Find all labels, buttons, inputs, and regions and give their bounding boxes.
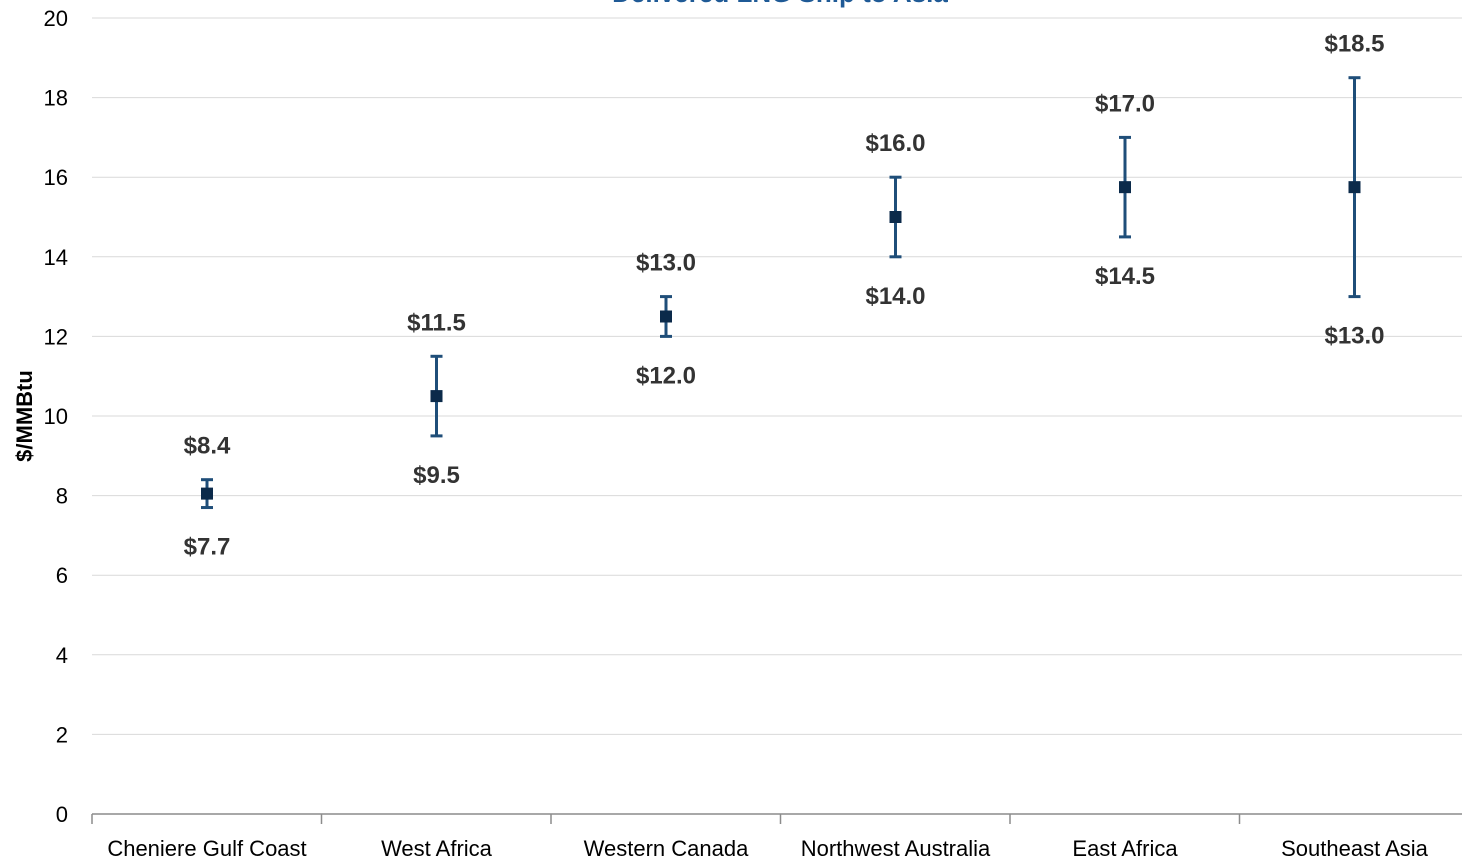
y-tick-label-12: 12: [44, 324, 68, 349]
x-category-label-0: Cheniere Gulf Coast: [107, 836, 306, 861]
y-tick-label-0: 0: [56, 802, 68, 827]
y-tick-label-14: 14: [44, 245, 68, 270]
y-tick-label-20: 20: [44, 6, 68, 31]
y-tick-label-18: 18: [44, 86, 68, 111]
y-tick-label-16: 16: [44, 165, 68, 190]
data-marker-2: [660, 310, 672, 323]
high-value-label-1: $11.5: [407, 309, 466, 336]
high-value-label-2: $13.0: [636, 250, 696, 277]
high-value-label-0: $8.4: [184, 433, 231, 460]
high-value-label-5: $18.5: [1324, 31, 1384, 58]
x-category-label-1: West Africa: [381, 836, 493, 861]
data-marker-0: [201, 487, 213, 500]
data-marker-3: [889, 211, 902, 223]
data-marker-4: [1119, 181, 1131, 194]
y-tick-label-2: 2: [56, 722, 68, 747]
y-axis-title: $/MMBtu: [12, 370, 37, 462]
data-marker-1: [430, 390, 443, 403]
low-value-label-4: $14.5: [1095, 263, 1155, 290]
low-value-label-2: $12.0: [636, 362, 696, 389]
data-labels: $8.4 $7.7 $11.5 $9.5 $13.0 $12.0 $16.0 $14.0 $17…: [184, 31, 1385, 561]
x-category-label-5: Southeast Asia: [1281, 836, 1429, 861]
low-value-label-3: $14.0: [865, 283, 925, 310]
y-tick-label-8: 8: [56, 484, 68, 509]
y-tick-label-6: 6: [56, 563, 68, 588]
x-category-label-4: East Africa: [1072, 836, 1178, 861]
chart-title: Delivered LNG Ship to Asia: [612, 0, 948, 8]
axes: 0 2 4 6 8 10 12 14 16 18 20 Cheniere Gulf Coast West…: [44, 6, 1462, 861]
gridlines: [92, 17, 1462, 735]
data-marker-5: [1348, 181, 1361, 194]
low-value-label-1: $9.5: [413, 462, 460, 489]
x-category-label-3: Northwest Australia: [801, 836, 991, 861]
y-tick-label-4: 4: [56, 643, 68, 668]
high-value-label-3: $16.0: [865, 130, 925, 157]
error-bar-series: [201, 76, 1361, 510]
high-value-label-4: $17.0: [1095, 90, 1155, 117]
low-value-label-0: $7.7: [184, 534, 231, 561]
x-category-label-2: Western Canada: [584, 836, 749, 861]
y-tick-label-10: 10: [44, 404, 68, 429]
low-value-label-5: $13.0: [1324, 323, 1384, 350]
